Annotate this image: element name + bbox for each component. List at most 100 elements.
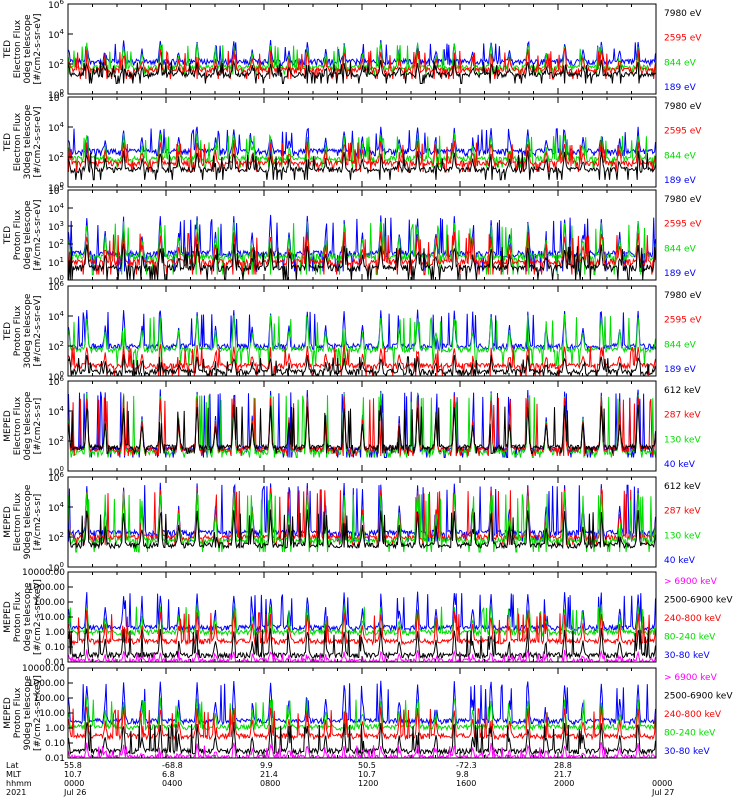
legend-entry: 80-240 keV — [664, 729, 716, 739]
panel-5: 100 102 104 106 MEPED Electron Flux 0deg teles… — [3, 375, 701, 478]
y-axis-label: 90deg telescope — [23, 484, 33, 559]
series-trace — [68, 132, 656, 168]
y-tick-label: 10.00 — [39, 709, 65, 719]
x-row-label: 2021 — [6, 788, 26, 797]
series-trace — [68, 706, 656, 742]
y-axis-label: 30deg telescope — [23, 293, 33, 368]
y-tick-label: 104 — [48, 501, 64, 514]
y-tick-label: 104 — [48, 310, 64, 323]
series-trace — [68, 243, 656, 280]
y-axis-label: Electron Flux — [13, 396, 23, 455]
y-axis-label: 30deg telescope — [23, 104, 33, 179]
y-tick-label: 0.10 — [45, 739, 65, 749]
y-tick-label: 10000.00 — [22, 664, 65, 674]
series-trace — [68, 220, 656, 276]
y-axis-label: Electron Flux — [13, 492, 23, 551]
y-tick-label: 100 — [48, 181, 64, 194]
y-axis-label: 0deg telescope — [23, 14, 33, 84]
y-axis-label: Proton Flux — [13, 687, 23, 738]
y-axis-label: TED — [3, 322, 13, 341]
y-tick-label: 100 — [48, 465, 64, 478]
y-tick-label: 101 — [48, 256, 64, 269]
y-tick-label: 1000.00 — [28, 583, 65, 593]
panel-4: 100 102 104 106 TED Proton Flux 30deg telescop… — [3, 280, 702, 383]
series-trace — [68, 404, 656, 456]
y-tick-label: 104 — [48, 405, 64, 418]
panel-7: 0.01 0.10 1.00 10.00 100.00 1000.00 10000.00 ME… — [3, 568, 733, 668]
legend-entry: 189 eV — [664, 269, 697, 279]
y-axis-label: Proton Flux — [13, 305, 23, 356]
x-tick-label: 21.7 — [554, 770, 572, 779]
x-tick-label: 0400 — [162, 779, 182, 788]
y-axis-label: MEPED — [3, 601, 13, 633]
x-tick-label: 1200 — [358, 779, 378, 788]
series-trace — [68, 59, 656, 84]
legend-entry: 7980 eV — [664, 102, 702, 112]
series-trace — [68, 680, 656, 726]
legend-entry: 2500-6900 keV — [664, 596, 733, 606]
y-tick-label: 106 — [48, 375, 64, 388]
y-tick-label: 106 — [48, 280, 64, 293]
series-trace — [68, 139, 656, 173]
y-tick-label: 1.00 — [45, 724, 65, 734]
x-tick-label: 55.8 — [64, 761, 82, 770]
x-tick-label: 0800 — [260, 779, 280, 788]
y-axis-label: [#/cm2-s-sr-keV] — [33, 675, 43, 751]
series-trace — [68, 231, 656, 276]
y-tick-label: 106 — [48, 91, 64, 104]
legend-entry: 2595 eV — [664, 34, 702, 44]
panel-8: 0.01 0.10 1.00 10.00 100.00 1000.00 10000.00 ME… — [3, 664, 733, 764]
x-tick-label: 1600 — [456, 779, 476, 788]
panel-3: 100 101 102 103 104 105 TED Proton Flux 0deg tel… — [3, 184, 702, 287]
legend-entry: 287 keV — [664, 507, 701, 517]
y-axis-label: Electron Flux — [13, 112, 23, 171]
y-axis-label: [#/cm2-s-sr-eV] — [33, 296, 43, 367]
y-axis-label: MEPED — [3, 410, 13, 442]
y-tick-label: 0.01 — [45, 658, 65, 668]
y-tick-label: 102 — [48, 435, 64, 448]
y-tick-label: 10.00 — [39, 613, 65, 623]
x-tick-label: Jul 27 — [651, 788, 674, 797]
series-trace — [68, 313, 656, 366]
y-tick-label: 100 — [48, 88, 64, 101]
x-tick-label: Jul 26 — [63, 788, 86, 797]
y-tick-label: 102 — [48, 531, 64, 544]
x-tick-label: 10.7 — [64, 770, 82, 779]
legend-entry: 80-240 keV — [664, 633, 716, 643]
y-axis-label: Electron Flux — [13, 19, 23, 78]
legend-entry: 130 keV — [664, 531, 701, 541]
x-tick-label: 21.4 — [260, 770, 278, 779]
legend-entry: > 6900 keV — [664, 673, 718, 683]
legend-entry: 844 eV — [664, 340, 697, 350]
y-axis-label: [#/cm2-s-sr-eV] — [33, 107, 43, 178]
y-axis-label: 0deg telescope — [23, 582, 33, 652]
y-tick-label: 100.00 — [34, 598, 66, 608]
series-trace — [68, 721, 656, 756]
y-tick-label: 0.01 — [45, 754, 65, 764]
panel-frame — [67, 3, 657, 95]
legend-entry: 189 eV — [664, 83, 697, 93]
y-axis-label: [#/cm2-s-sr] — [33, 494, 43, 551]
x-row-label: MLT — [6, 770, 21, 779]
y-tick-label: 10000.00 — [22, 568, 65, 578]
legend-entry: 30-80 keV — [664, 747, 710, 757]
legend-entry: 130 keV — [664, 435, 701, 445]
x-tick-label: 9.8 — [456, 770, 469, 779]
series-trace — [68, 697, 656, 732]
panel-6: 100 102 104 106 MEPED Electron Flux 90deg tele… — [3, 471, 701, 574]
x-tick-label: 9.9 — [260, 761, 273, 770]
legend-entry: 7980 eV — [664, 291, 702, 301]
y-axis-label: 90deg telescope — [23, 675, 33, 750]
y-axis-label: [#/cm2-s-sr-eV] — [33, 14, 43, 85]
series-trace — [68, 591, 656, 633]
y-tick-label: 105 — [48, 184, 64, 197]
y-tick-label: 102 — [48, 58, 64, 71]
x-tick-label: 50.5 — [358, 761, 376, 770]
x-tick-label: 2000 — [554, 779, 574, 788]
series-trace — [68, 627, 656, 660]
legend-entry: 30-80 keV — [664, 651, 710, 661]
x-tick-label: -68.8 — [162, 761, 183, 770]
x-row-label: hhmm — [6, 779, 32, 788]
x-row-label: Lat — [6, 761, 19, 770]
